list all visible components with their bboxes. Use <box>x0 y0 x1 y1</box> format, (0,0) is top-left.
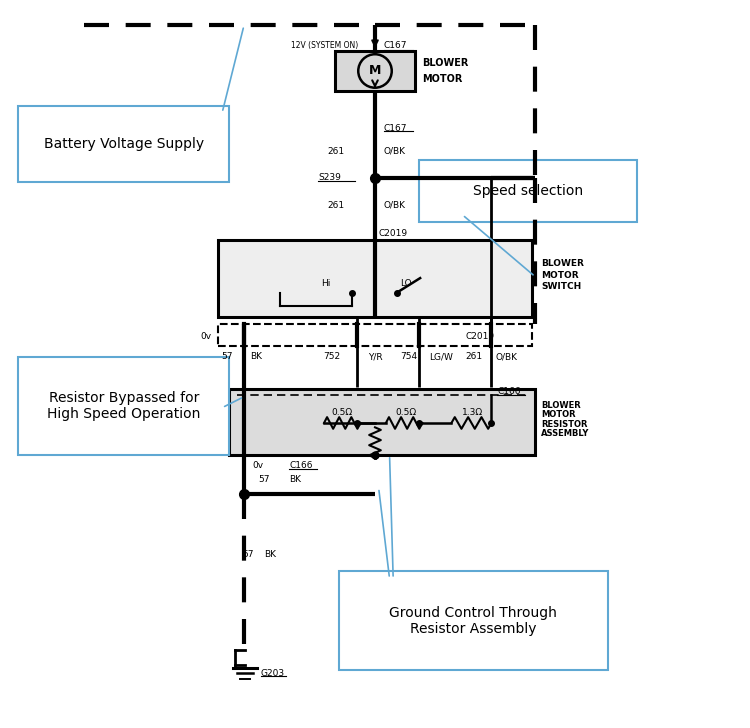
Text: C166: C166 <box>289 462 313 470</box>
Text: C167: C167 <box>384 41 407 50</box>
Text: Speed selection: Speed selection <box>472 184 583 198</box>
Text: MOTOR: MOTOR <box>422 74 463 84</box>
FancyBboxPatch shape <box>18 357 229 455</box>
Text: 0v: 0v <box>253 462 263 470</box>
Text: BK: BK <box>264 550 276 559</box>
Text: 754: 754 <box>400 352 417 361</box>
Text: 57: 57 <box>258 475 269 483</box>
Text: BK: BK <box>250 352 262 361</box>
Text: 12V (SYSTEM ON): 12V (SYSTEM ON) <box>291 41 358 50</box>
Text: SWITCH: SWITCH <box>541 282 581 291</box>
Text: MOTOR: MOTOR <box>541 271 578 280</box>
Text: BLOWER: BLOWER <box>422 58 469 68</box>
Text: M: M <box>369 65 381 77</box>
Text: C167: C167 <box>384 124 407 132</box>
Text: 261: 261 <box>466 352 483 361</box>
Text: Y/R: Y/R <box>368 352 382 361</box>
Text: LO: LO <box>400 280 412 288</box>
Text: 57: 57 <box>221 352 233 361</box>
Text: 0.5Ω: 0.5Ω <box>395 408 416 417</box>
Text: 261: 261 <box>328 201 345 210</box>
Text: Ground Control Through
Resistor Assembly: Ground Control Through Resistor Assembly <box>389 606 557 636</box>
FancyBboxPatch shape <box>18 106 229 182</box>
Text: Resistor Bypassed for
High Speed Operation: Resistor Bypassed for High Speed Operati… <box>47 391 200 421</box>
FancyBboxPatch shape <box>338 571 608 670</box>
Text: BLOWER: BLOWER <box>541 401 580 410</box>
Text: LG/W: LG/W <box>430 352 454 361</box>
FancyBboxPatch shape <box>230 389 536 455</box>
Text: O/BK: O/BK <box>384 147 406 156</box>
Text: ASSEMBLY: ASSEMBLY <box>541 430 590 438</box>
FancyBboxPatch shape <box>335 51 415 91</box>
Text: O/BK: O/BK <box>495 352 517 361</box>
Text: BLOWER: BLOWER <box>541 259 584 268</box>
Text: S239: S239 <box>318 173 341 182</box>
Text: 752: 752 <box>323 352 340 361</box>
Text: 1.3Ω: 1.3Ω <box>462 408 483 417</box>
Text: C2019: C2019 <box>379 229 408 238</box>
Text: 0.5Ω: 0.5Ω <box>332 408 352 417</box>
Text: C2019: C2019 <box>466 332 495 341</box>
FancyBboxPatch shape <box>218 240 532 317</box>
Text: 57: 57 <box>242 550 254 559</box>
Text: O/BK: O/BK <box>384 201 406 210</box>
Text: 261: 261 <box>328 147 345 156</box>
Text: BK: BK <box>289 475 301 483</box>
Text: RESISTOR: RESISTOR <box>541 420 587 429</box>
Text: 0v: 0v <box>200 332 211 341</box>
Text: C166: C166 <box>497 387 520 396</box>
Text: G203: G203 <box>261 669 285 678</box>
FancyBboxPatch shape <box>419 160 637 222</box>
Text: Battery Voltage Supply: Battery Voltage Supply <box>44 137 204 151</box>
Text: MOTOR: MOTOR <box>541 411 575 419</box>
Text: Hi: Hi <box>321 280 330 288</box>
